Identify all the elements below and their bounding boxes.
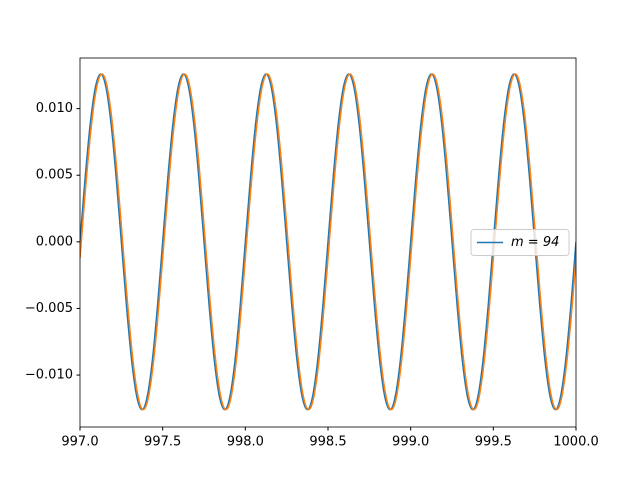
x-tick-label: 998.5 — [309, 435, 346, 450]
x-tick-label: 1000.0 — [553, 435, 599, 450]
x-tick-label: 999.5 — [475, 435, 512, 450]
legend-label: m = 94 — [511, 235, 559, 250]
y-tick-label: 0.010 — [36, 101, 73, 116]
y-tick-label: 0.000 — [36, 234, 73, 249]
x-tick-label: 998.0 — [227, 435, 264, 450]
y-tick-label: −0.005 — [25, 301, 73, 316]
y-tick-label: 0.005 — [36, 168, 73, 183]
x-tick-label: 997.0 — [61, 435, 98, 450]
series-line — [80, 73, 576, 411]
y-tick-label: −0.010 — [25, 368, 73, 383]
x-tick-label: 997.5 — [144, 435, 181, 450]
legend-box — [470, 229, 570, 256]
x-tick-label: 999.0 — [392, 435, 429, 450]
